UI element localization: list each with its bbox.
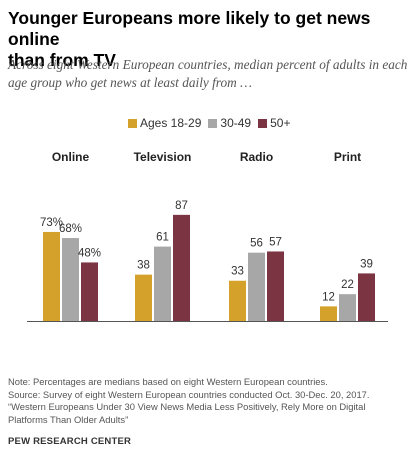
pew-logo-text: PEW RESEARCH CENTER: [8, 436, 132, 447]
chart-subtitle-line: age group who get news at least daily fr…: [8, 75, 252, 90]
legend-label: 30-49: [220, 116, 252, 130]
data-label: 56: [250, 238, 263, 250]
chart-title-line: than from TV: [8, 50, 116, 70]
bar: [154, 246, 171, 321]
data-label: 38: [137, 260, 150, 272]
bar: [135, 274, 152, 321]
legend-swatch: [128, 118, 137, 128]
bar: [81, 262, 98, 321]
bar: [339, 294, 356, 321]
category-label: Television: [134, 150, 192, 164]
data-label: 48%: [78, 247, 101, 259]
bar-chart: Online 73%68% 48% Television 38 61 87 Radio 33 56…: [27, 150, 388, 322]
data-label: 33: [231, 266, 244, 278]
bar: [320, 306, 337, 321]
report-title-line: “Western Europeans Under 30 View News Me…: [8, 401, 366, 413]
category-label: Online: [52, 150, 90, 164]
legend-label: Ages 18-29: [140, 116, 202, 130]
bar: [358, 273, 375, 321]
legend-item-ages-18-29: Ages 18-29: [128, 116, 201, 130]
data-label: 57: [269, 236, 282, 248]
category-label: Radio: [240, 150, 273, 164]
bar: [62, 238, 79, 321]
legend-swatch: [258, 118, 268, 128]
chart-subtitle: Across eight Western European countries,…: [8, 56, 408, 92]
data-label: 87: [175, 200, 188, 212]
category-label: Print: [334, 150, 361, 164]
legend-item-50-plus: 50+: [258, 116, 290, 130]
chart-notes: Note: Percentages are medians based on e…: [8, 376, 412, 426]
bar: [173, 214, 190, 321]
data-label: 39: [360, 258, 373, 270]
data-label: 22: [341, 279, 354, 291]
chart-title-line: Younger Europeans more likely to get new…: [8, 8, 371, 49]
data-label: 73%: [40, 217, 63, 229]
bar: [248, 252, 265, 321]
note-line: Note: Percentages are medians based on e…: [8, 376, 328, 387]
data-label: 68%: [59, 223, 82, 235]
legend-label: 50+: [270, 116, 291, 130]
chart-title: Younger Europeans more likely to get new…: [8, 8, 408, 71]
chart-subtitle-line: Across eight Western European countries,…: [8, 57, 408, 72]
legend-swatch: [208, 118, 218, 128]
chart-legend: Ages 18-29 30-49 50+: [128, 116, 290, 130]
data-label: 61: [156, 232, 169, 244]
bar: [43, 231, 60, 321]
bar: [267, 251, 284, 321]
bar: [229, 280, 246, 321]
report-title-line: Platforms Than Older Adults”: [8, 413, 129, 425]
source-line: Source: Survey of eight Western European…: [8, 388, 370, 400]
data-label: 12: [322, 291, 335, 303]
legend-item-30-49: 30-49: [208, 116, 251, 130]
